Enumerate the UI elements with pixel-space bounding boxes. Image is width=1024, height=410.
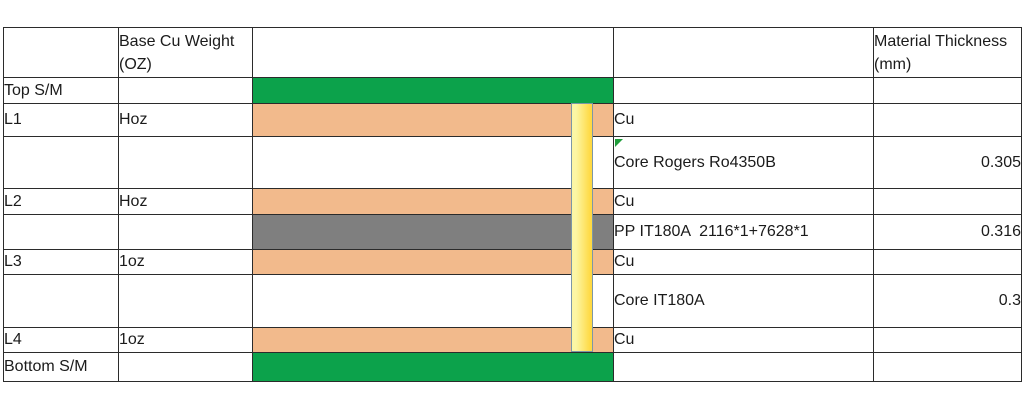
layer-name-cell: Bottom S/M: [3, 352, 119, 382]
stackup-table: Base Cu Weight (OZ) Material Thickness (…: [3, 27, 1022, 382]
header-material: [613, 27, 874, 78]
stackup-graphic-cell: [252, 77, 614, 104]
table-row: PP IT180A 2116*1+7628*1 0.316: [3, 214, 1022, 250]
plated-via-bar: [571, 103, 593, 352]
table-row: L2 Hoz Cu: [3, 188, 1022, 215]
cu-weight-cell: Hoz: [118, 103, 253, 137]
material-cell: Cu: [613, 327, 874, 353]
layer-name-cell: Top S/M: [3, 77, 119, 104]
layer-name-cell: [3, 136, 119, 189]
thickness-cell: 0.3: [873, 274, 1022, 328]
material-cell: Core Rogers Ro4350B: [613, 136, 874, 189]
cell-flag-triangle-icon: [615, 139, 623, 147]
table-row: L1 Hoz Cu: [3, 103, 1022, 137]
stackup-graphic-cell: [252, 214, 614, 250]
table-row: Bottom S/M: [3, 352, 1022, 382]
stackup-graphic-cell: [252, 249, 614, 275]
cu-weight-cell: [118, 214, 253, 250]
cu-weight-cell: 1oz: [118, 327, 253, 353]
material-cell: Core IT180A: [613, 274, 874, 328]
header-graphic: [252, 27, 614, 78]
stackup-graphic-cell: [252, 103, 614, 137]
cu-weight-cell: 1oz: [118, 249, 253, 275]
header-layer: [3, 27, 119, 78]
cu-weight-cell: Hoz: [118, 188, 253, 215]
thickness-cell: [873, 77, 1022, 104]
thickness-cell: [873, 352, 1022, 382]
table-row: Core IT180A 0.3: [3, 274, 1022, 328]
table-row: Top S/M: [3, 77, 1022, 104]
cu-weight-cell: [118, 136, 253, 189]
layer-name-cell: [3, 274, 119, 328]
material-cell: Cu: [613, 188, 874, 215]
cu-weight-cell: [118, 274, 253, 328]
stackup-graphic-cell: [252, 327, 614, 353]
stackup-graphic-cell: [252, 274, 614, 328]
table-row: L4 1oz Cu: [3, 327, 1022, 353]
layer-name-cell: L1: [3, 103, 119, 137]
cu-weight-cell: [118, 77, 253, 104]
thickness-cell: [873, 103, 1022, 137]
material-cell: PP IT180A 2116*1+7628*1: [613, 214, 874, 250]
material-cell: [613, 352, 874, 382]
stackup-graphic-cell: [252, 352, 614, 382]
layer-name-cell: [3, 214, 119, 250]
stackup-graphic-cell: [252, 136, 614, 189]
thickness-cell: 0.316: [873, 214, 1022, 250]
header-material-thickness: Material Thickness (mm): [873, 27, 1022, 78]
thickness-cell: [873, 188, 1022, 215]
material-cell: Cu: [613, 103, 874, 137]
thickness-cell: 0.305: [873, 136, 1022, 189]
material-cell: [613, 77, 874, 104]
layer-name-cell: L3: [3, 249, 119, 275]
layer-name-cell: L2: [3, 188, 119, 215]
cu-weight-cell: [118, 352, 253, 382]
table-row: Core Rogers Ro4350B 0.305: [3, 136, 1022, 189]
thickness-cell: [873, 249, 1022, 275]
layer-name-cell: L4: [3, 327, 119, 353]
thickness-cell: [873, 327, 1022, 353]
material-cell: Cu: [613, 249, 874, 275]
table-row: L3 1oz Cu: [3, 249, 1022, 275]
header-row: Base Cu Weight (OZ) Material Thickness (…: [3, 27, 1022, 78]
header-base-cu-weight: Base Cu Weight (OZ): [118, 27, 253, 78]
stackup-graphic-cell: [252, 188, 614, 215]
